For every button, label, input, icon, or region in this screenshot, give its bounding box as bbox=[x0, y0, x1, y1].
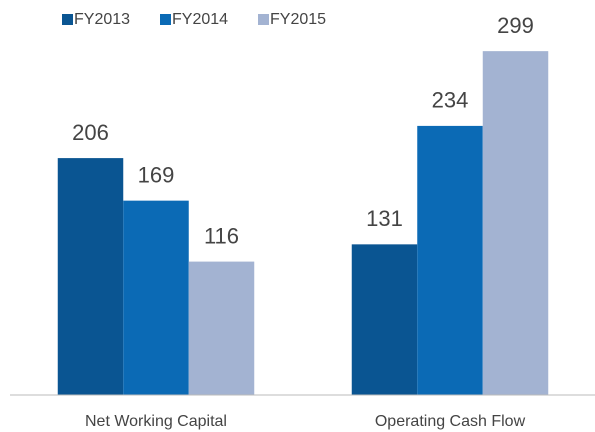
data-label: 234 bbox=[432, 88, 469, 113]
legend-swatch bbox=[62, 14, 73, 25]
data-label: 169 bbox=[138, 162, 175, 187]
bar bbox=[57, 158, 124, 395]
bar bbox=[351, 244, 418, 395]
data-label: 299 bbox=[497, 13, 534, 38]
legend-swatch bbox=[258, 14, 269, 25]
x-tick-label: Operating Cash Flow bbox=[375, 413, 526, 430]
data-label: 131 bbox=[366, 206, 403, 231]
data-label: 116 bbox=[204, 223, 239, 248]
bar bbox=[417, 125, 483, 396]
legend-label: FY2013 bbox=[74, 11, 130, 28]
bar bbox=[123, 200, 189, 395]
legend-label: FY2015 bbox=[270, 11, 326, 28]
bar bbox=[188, 261, 255, 395]
legend-label: FY2014 bbox=[172, 11, 228, 28]
data-label: 206 bbox=[72, 120, 109, 145]
x-tick-label: Net Working Capital bbox=[85, 413, 227, 430]
legend-swatch bbox=[160, 14, 171, 25]
bar bbox=[482, 51, 549, 396]
